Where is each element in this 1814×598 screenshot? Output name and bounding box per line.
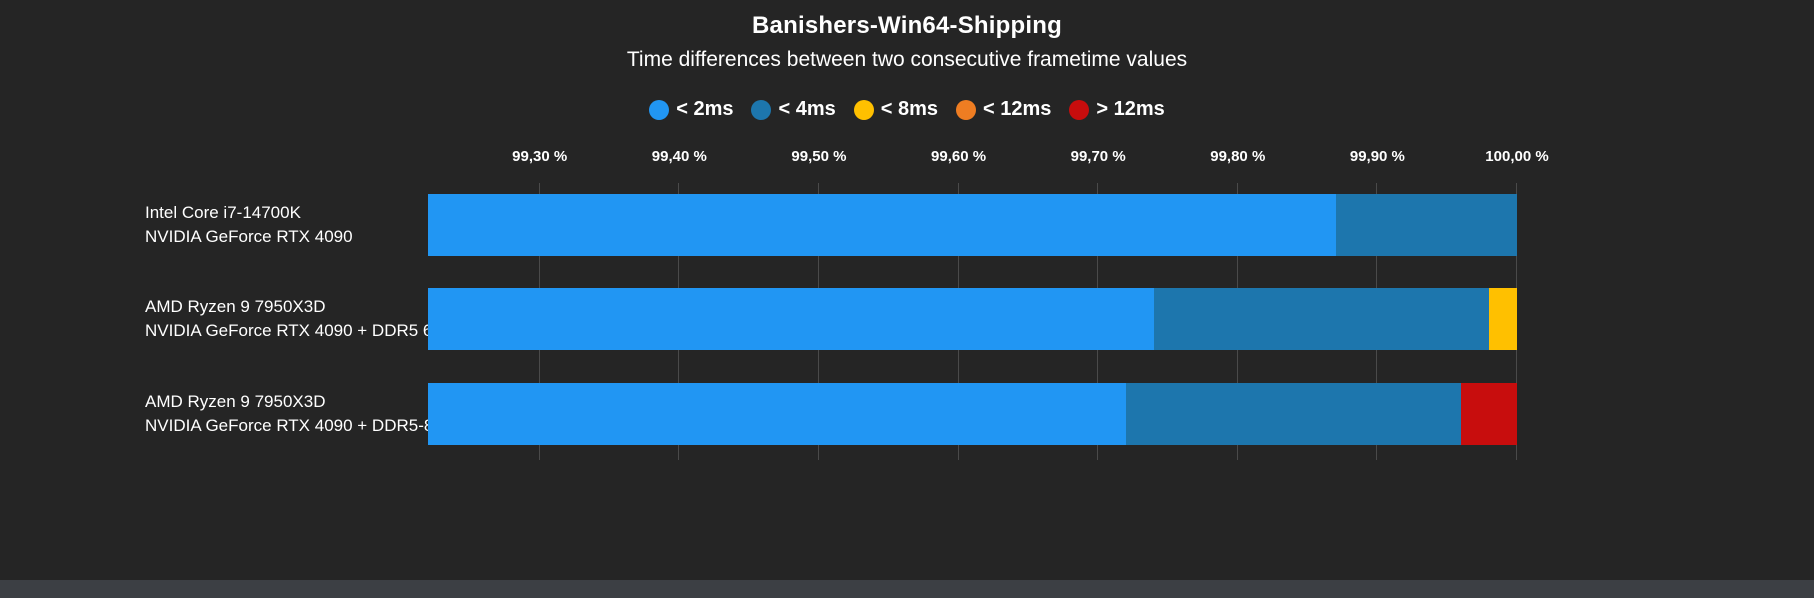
row-label-line: Intel Core i7-14700K	[145, 203, 301, 222]
row-label-2: AMD Ryzen 9 7950X3D NVIDIA GeForce RTX 40…	[145, 288, 461, 350]
tick-label: 99,50 %	[791, 148, 847, 165]
legend-label: < 2ms	[676, 98, 734, 120]
row-label-line: AMD Ryzen 9 7950X3D	[145, 392, 326, 411]
bar-row-2	[428, 288, 1517, 350]
plot-area	[428, 183, 1517, 460]
legend-label: < 8ms	[880, 98, 938, 120]
legend-dot-icon	[1069, 99, 1090, 120]
legend-item-1: < 2ms	[649, 98, 733, 121]
bar-segment-4ms	[1154, 288, 1490, 350]
legend-label: < 12ms	[983, 98, 1052, 120]
bar-row-3	[428, 383, 1517, 445]
tick-label: 99,80 %	[1210, 148, 1266, 165]
chart-title: Banishers-Win64-Shipping	[752, 12, 1062, 39]
footer-strip	[0, 580, 1814, 598]
tick-label: 99,90 %	[1349, 148, 1405, 165]
legend-dot-icon	[649, 99, 670, 120]
tick-label: 99,40 %	[651, 148, 707, 165]
chart-subtitle: Time differences between two consecutive…	[626, 48, 1188, 71]
legend-dot-icon	[853, 99, 874, 120]
bar-segment-2ms	[428, 194, 1336, 256]
bar-row-1	[428, 194, 1517, 256]
row-label-3: AMD Ryzen 9 7950X3D NVIDIA GeForce RTX 40…	[145, 383, 462, 445]
legend: < 2ms < 4ms < 8ms < 12ms > 12ms	[0, 98, 1814, 121]
legend-item-2: < 4ms	[751, 98, 836, 121]
legend-dot-icon	[956, 99, 976, 120]
bar-segment-4ms	[1126, 383, 1462, 445]
row-label-line: NVIDIA GeForce RTX 4090 + DDR5-8000	[145, 416, 462, 435]
legend-item-3: < 8ms	[853, 98, 938, 121]
row-label-line: NVIDIA GeForce RTX 4090 + DDR5 6000	[145, 321, 461, 340]
legend-dot-icon	[751, 99, 772, 120]
bar-segment-12ms	[1461, 383, 1517, 445]
bar-segment-2ms	[428, 288, 1154, 350]
row-label-line: AMD Ryzen 9 7950X3D	[145, 297, 326, 316]
legend-label: > 12ms	[1096, 98, 1165, 120]
legend-item-5: > 12ms	[1069, 98, 1165, 121]
tick-label: 99,70 %	[1070, 148, 1126, 165]
x-axis-tick-labels: 99,30 % 99,40 % 99,50 % 99,60 % 99,70 % 99,80…	[428, 148, 1549, 170]
row-label-1: Intel Core i7-14700K NVIDIA GeForce RTX 4…	[145, 194, 353, 256]
row-label-line: NVIDIA GeForce RTX 4090	[145, 227, 353, 246]
bar-segment-4ms	[1335, 194, 1517, 256]
category-labels: Intel Core i7-14700K NVIDIA GeForce RTX 4…	[0, 183, 462, 460]
bar-segment-2ms	[428, 383, 1127, 445]
legend-item-4: < 12ms	[956, 98, 1051, 121]
tick-label: 99,30 %	[512, 148, 568, 165]
tick-label: 99,60 %	[931, 148, 987, 165]
tick-label: 100,00 %	[1485, 148, 1549, 165]
bar-segment-8ms	[1489, 288, 1517, 350]
legend-label: < 4ms	[778, 98, 836, 120]
